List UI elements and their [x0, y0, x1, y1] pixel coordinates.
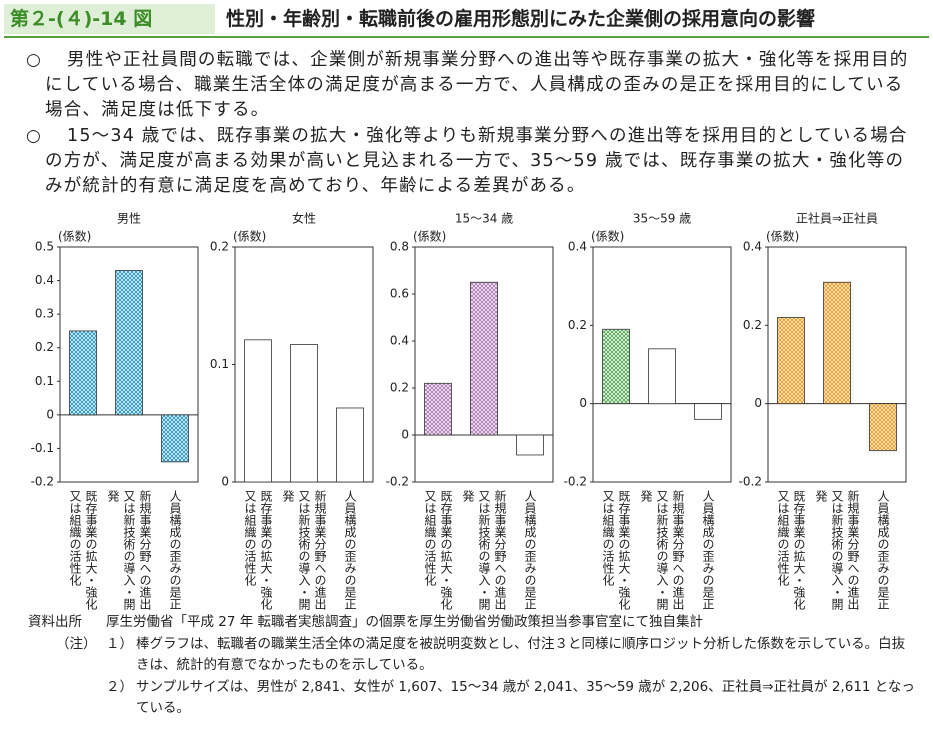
note-text: 棒グラフは、転職者の職業生活全体の満足度を被説明変数とし、付注３と同様に順序ロジ… — [136, 636, 906, 673]
bar — [516, 434, 544, 456]
bar — [115, 270, 143, 416]
header: 第２-(４)-14 図 性別・年齢別・転職前後の雇用形態別にみた企業側の採用意向… — [4, 4, 929, 38]
chart-title: 女性 — [292, 211, 316, 226]
bar — [602, 328, 630, 405]
chart-title: 35～59 歳 — [633, 212, 691, 226]
x-category-label: 人員構成の歪みの是正 — [876, 490, 890, 610]
y-tick-label: 0.4 — [390, 334, 409, 348]
notes-label: （注） — [56, 636, 97, 652]
x-category-label: 既存事業の拡大・強化又は組織の活性化 — [68, 490, 98, 610]
bar — [823, 281, 851, 405]
x-category-label: 新規事業分野への進出又は新技術の導入・開発 — [281, 490, 327, 610]
x-category-label: 既存事業の拡大・強化又は組織の活性化 — [243, 490, 273, 610]
x-category-label: 人員構成の歪みの是正 — [523, 490, 537, 610]
note-text: サンプルサイズは、男性が 2,841、女性が 1,607、15～34 歳が 2,… — [136, 679, 915, 716]
plot-frame — [414, 246, 554, 483]
x-category-label: 新規事業分野への進出又は新技術の導入・開発 — [106, 490, 152, 610]
figure-number: 第２-(４)-14 図 — [4, 4, 215, 34]
y-tick-label: 0.2 — [743, 318, 762, 332]
bar — [777, 317, 805, 405]
bullet-mark: ○ — [26, 50, 41, 70]
y-tick-label: -0.2 — [564, 475, 587, 489]
x-category-label: 既存事業の拡大・強化又は組織の活性化 — [423, 490, 453, 610]
y-tick-label: 0 — [579, 396, 587, 410]
y-tick-label: 0 — [46, 407, 54, 421]
bar — [869, 403, 897, 452]
plot-frame — [767, 246, 907, 483]
bar — [244, 339, 272, 483]
unit-label: (係数) — [413, 229, 446, 244]
unit-label: (係数) — [233, 229, 266, 244]
bar — [424, 382, 452, 436]
chart-title: 15～34 歳 — [455, 212, 513, 226]
y-tick-label: 0.4 — [743, 240, 762, 254]
note-number: ２） — [106, 679, 133, 695]
bullet-mark: ○ — [26, 126, 41, 146]
bar — [69, 330, 97, 416]
bullet-text: 男性や正社員間の転職では、企業側が新規事業分野への進出等や既存事業の拡大・強化等… — [45, 50, 909, 120]
unit-label: (係数) — [766, 229, 799, 244]
bar — [290, 344, 318, 483]
x-category-label: 新規事業分野への進出又は新技術の導入・開発 — [639, 490, 685, 610]
bar — [694, 403, 722, 420]
y-tick-label: 0 — [401, 428, 409, 442]
plot-frame — [592, 246, 732, 483]
y-tick-label: 0 — [221, 475, 229, 489]
y-tick-label: -0.2 — [739, 475, 762, 489]
figure-title: 性別・年齢別・転職前後の雇用形態別にみた企業側の採用意向の影響 — [226, 8, 816, 30]
bar — [161, 414, 189, 463]
unit-label: (係数) — [58, 229, 91, 244]
x-category-label: 既存事業の拡大・強化又は組織の活性化 — [776, 490, 806, 610]
bar — [648, 348, 676, 405]
x-category-label: 既存事業の拡大・強化又は組織の活性化 — [601, 490, 631, 610]
source-text: 厚生労働省「平成 27 年 転職者実態調査」の個票を厚生労働省労働政策担当参事官… — [106, 614, 704, 630]
bar — [336, 407, 364, 483]
bullet-text: 15～34 歳では、既存事業の拡大・強化等よりも新規事業分野への進出等を採用目的… — [45, 126, 908, 196]
plot-frame — [59, 246, 199, 483]
y-tick-label: 0.5 — [35, 240, 54, 254]
y-tick-label: 0.3 — [35, 307, 54, 321]
chart-title: 男性 — [117, 212, 141, 226]
y-tick-label: 0.4 — [35, 273, 54, 287]
chart-title: 正社員⇒正社員 — [796, 211, 878, 226]
y-tick-label: 0.8 — [390, 240, 409, 254]
x-category-label: 人員構成の歪みの是正 — [343, 490, 357, 610]
x-category-label: 新規事業分野への進出又は新技術の導入・開発 — [461, 490, 507, 610]
note-number: １） — [106, 636, 133, 652]
y-tick-label: 0.4 — [568, 240, 587, 254]
y-tick-label: 0.1 — [35, 374, 54, 388]
y-tick-label: 0.2 — [390, 381, 409, 395]
y-tick-label: 0.2 — [568, 318, 587, 332]
y-tick-label: -0.2 — [386, 475, 409, 489]
x-category-label: 人員構成の歪みの是正 — [168, 490, 182, 610]
y-tick-label: 0.1 — [210, 357, 229, 371]
y-tick-label: -0.2 — [31, 475, 54, 489]
y-tick-label: 0.2 — [35, 340, 54, 354]
y-tick-label: 0.6 — [390, 287, 409, 301]
bar — [470, 281, 498, 436]
y-tick-label: 0 — [754, 396, 762, 410]
x-category-label: 新規事業分野への進出又は新技術の導入・開発 — [814, 490, 860, 610]
source-label: 資料出所 — [28, 614, 82, 630]
x-category-label: 人員構成の歪みの是正 — [701, 490, 715, 610]
unit-label: (係数) — [591, 229, 624, 244]
y-tick-label: 0.2 — [210, 240, 229, 254]
y-tick-label: -0.1 — [31, 441, 54, 455]
